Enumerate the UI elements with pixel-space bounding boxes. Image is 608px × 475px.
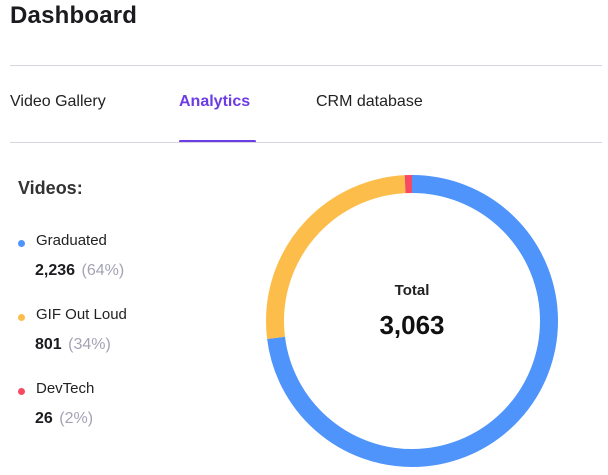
legend-label: DevTech — [36, 380, 95, 397]
header-divider — [10, 65, 602, 66]
tab-analytics[interactable]: Analytics — [179, 93, 251, 110]
tabs-divider — [10, 142, 602, 143]
tab-crm-database[interactable]: CRM database — [316, 93, 423, 110]
legend-label: Graduated — [36, 232, 107, 249]
legend-value-wrap: 801 (34%) — [35, 336, 111, 354]
videos-donut-chart — [266, 175, 558, 467]
total-label: Total — [394, 282, 430, 299]
legend-dot-icon — [18, 388, 25, 395]
total-value: 3,063 — [379, 310, 445, 340]
legend-percent: (64%) — [81, 262, 125, 279]
legend-dot-icon — [18, 240, 25, 247]
donut-slice-gif-out-loud — [266, 175, 558, 467]
legend-value-wrap: 26 (2%) — [35, 410, 93, 428]
legend-dot-icon — [18, 314, 25, 321]
legend-value: 801 — [35, 336, 62, 353]
legend-value-wrap: 2,236 (64%) — [35, 262, 124, 280]
legend-percent: (2%) — [59, 410, 94, 427]
legend-value: 2,236 — [35, 262, 76, 279]
section-title: Videos: — [18, 178, 83, 198]
tab-video-gallery[interactable]: Video Gallery — [10, 93, 106, 110]
page-title: Dashboard — [10, 2, 138, 29]
legend-value: 26 — [35, 410, 53, 427]
donut-slice-devtech — [266, 175, 558, 467]
active-tab-indicator — [179, 140, 256, 143]
legend-label: GIF Out Loud — [36, 306, 127, 323]
legend-percent: (34%) — [68, 336, 111, 353]
